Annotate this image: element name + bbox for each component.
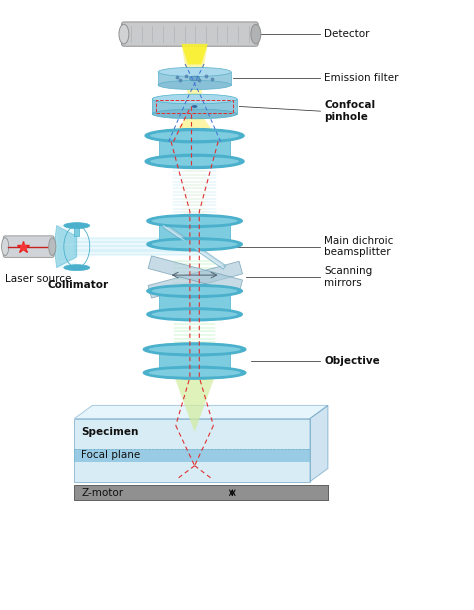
Bar [159,291,230,314]
Ellipse shape [147,238,242,251]
Ellipse shape [64,265,90,271]
Text: Detector: Detector [324,29,370,39]
Polygon shape [310,406,328,481]
Ellipse shape [147,215,242,228]
FancyBboxPatch shape [3,236,54,257]
Bar [74,486,328,500]
Ellipse shape [152,287,237,295]
Bar [74,226,79,236]
Ellipse shape [1,238,9,256]
Text: Scanning
mirrors: Scanning mirrors [324,266,373,288]
Text: Confocal
pinhole: Confocal pinhole [324,101,375,122]
Polygon shape [174,375,215,432]
Ellipse shape [192,105,197,108]
Polygon shape [148,261,243,298]
Ellipse shape [119,24,129,44]
Ellipse shape [152,217,237,225]
Bar [158,72,231,85]
Text: Specimen: Specimen [82,427,139,437]
Ellipse shape [152,240,237,248]
Polygon shape [74,406,328,418]
Ellipse shape [64,223,90,229]
Text: Z-motor: Z-motor [82,488,124,498]
Ellipse shape [190,76,200,81]
Bar [156,101,233,113]
Bar [159,135,230,162]
Polygon shape [182,44,208,72]
Ellipse shape [49,238,56,256]
Ellipse shape [143,367,246,379]
Polygon shape [174,375,215,432]
Text: Laser source: Laser source [5,274,72,284]
Ellipse shape [148,368,241,377]
Ellipse shape [145,129,244,143]
Text: Focal plane: Focal plane [82,450,141,461]
Ellipse shape [158,81,231,90]
Text: Collimator: Collimator [47,280,109,290]
Ellipse shape [145,154,244,168]
Ellipse shape [143,343,246,356]
Ellipse shape [148,345,241,353]
Polygon shape [169,114,220,142]
Polygon shape [182,44,208,65]
Polygon shape [148,256,243,293]
Ellipse shape [152,94,237,104]
Ellipse shape [158,67,231,76]
Ellipse shape [150,157,239,166]
Polygon shape [186,85,203,99]
Text: Objective: Objective [324,356,380,366]
Text: Emission filter: Emission filter [324,73,399,84]
Ellipse shape [147,284,242,298]
Ellipse shape [251,24,261,44]
Bar [152,99,237,114]
Bar [159,221,230,244]
Ellipse shape [147,308,242,321]
Text: Main dichroic
beamsplitter: Main dichroic beamsplitter [324,236,393,257]
Polygon shape [55,226,77,268]
Ellipse shape [152,109,237,119]
FancyBboxPatch shape [121,22,258,46]
Ellipse shape [150,131,239,140]
Bar [159,350,230,373]
Polygon shape [164,224,226,269]
Ellipse shape [152,310,237,318]
Bar [74,418,310,481]
Bar [74,449,310,462]
